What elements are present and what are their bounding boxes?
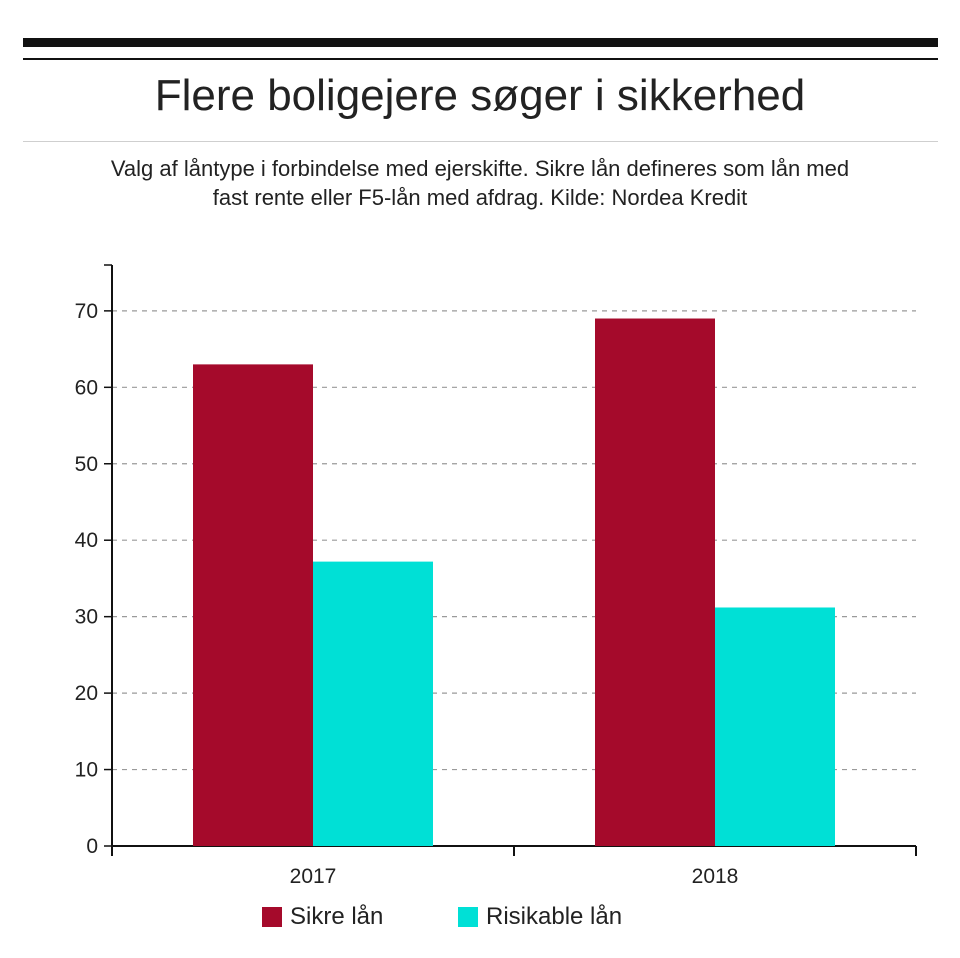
chart-title: Flere boligejere søger i sikkerhed bbox=[154, 71, 806, 120]
y-tick-label-70: 70 bbox=[75, 300, 98, 323]
bar-risikable-2017 bbox=[313, 561, 433, 846]
legend-swatch-sikre bbox=[262, 907, 282, 927]
bar-sikre-2018 bbox=[595, 318, 715, 846]
bar-risikable-2018 bbox=[715, 607, 835, 846]
subtitle-line-2: fast rente eller F5-lån med afdrag. Kild… bbox=[212, 185, 748, 210]
legend-swatch-risikable bbox=[458, 907, 478, 927]
y-tick-label-60: 60 bbox=[75, 376, 98, 399]
legend-label-sikre: Sikre lån bbox=[290, 903, 384, 930]
legend: Sikre lån Risikable lån bbox=[0, 903, 960, 935]
header-thick-rule bbox=[23, 38, 938, 47]
y-tick-label-40: 40 bbox=[75, 529, 98, 552]
chart-subtitle: Valg af låntype i forbindelse med ejersk… bbox=[25, 154, 935, 212]
legend-item-sikre[interactable]: Sikre lån bbox=[262, 903, 383, 931]
x-tick-label-2018: 2018 bbox=[692, 865, 739, 888]
y-tick-label-30: 30 bbox=[75, 606, 98, 629]
header-thin-rule bbox=[23, 58, 938, 60]
legend-item-risikable[interactable]: Risikable lån bbox=[458, 903, 622, 931]
bar-sikre-2017 bbox=[193, 364, 313, 846]
y-tick-label-10: 10 bbox=[75, 759, 98, 782]
legend-label-risikable: Risikable lån bbox=[486, 903, 623, 930]
y-tick-label-0: 0 bbox=[86, 835, 98, 858]
subtitle-line-1: Valg af låntype i forbindelse med ejersk… bbox=[110, 156, 850, 181]
title-divider bbox=[23, 141, 938, 142]
x-tick-label-2017: 2017 bbox=[290, 865, 337, 888]
y-tick-label-50: 50 bbox=[75, 453, 98, 476]
y-tick-label-20: 20 bbox=[75, 682, 98, 705]
